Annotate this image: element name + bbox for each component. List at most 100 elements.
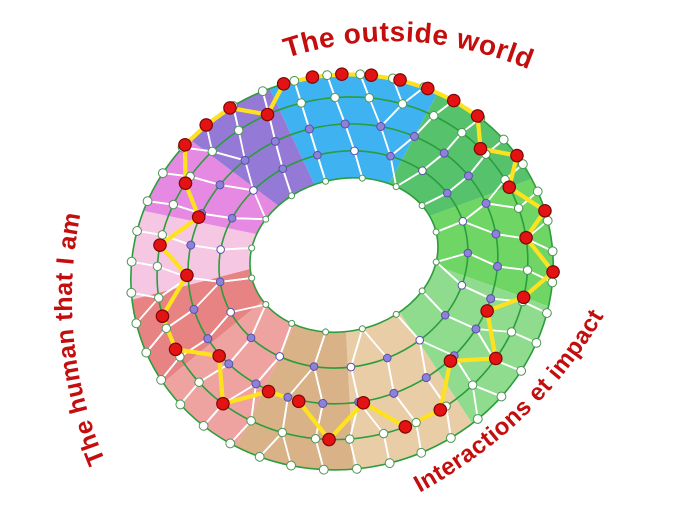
ring-node[interactable]	[350, 146, 359, 156]
ring-node[interactable]	[418, 202, 426, 210]
ring-node[interactable]	[189, 304, 199, 314]
ring-node[interactable]	[309, 362, 319, 371]
ring-node[interactable]	[304, 124, 314, 134]
ring-node[interactable]	[131, 318, 142, 329]
selected-node[interactable]	[420, 81, 435, 96]
ring-node[interactable]	[142, 196, 153, 207]
ring-node[interactable]	[283, 392, 293, 402]
ring-node[interactable]	[445, 433, 457, 444]
ring-node[interactable]	[157, 230, 167, 240]
ring-node[interactable]	[392, 310, 400, 318]
ring-node[interactable]	[246, 333, 256, 343]
ring-node[interactable]	[547, 246, 558, 257]
ring-node[interactable]	[246, 416, 256, 426]
ring-node[interactable]	[322, 177, 330, 185]
ring-node[interactable]	[382, 353, 392, 363]
selected-node[interactable]	[212, 348, 227, 363]
ring-node[interactable]	[207, 146, 217, 157]
ring-node[interactable]	[513, 203, 524, 213]
ring-node[interactable]	[442, 188, 452, 198]
selected-node[interactable]	[305, 70, 320, 85]
ring-node[interactable]	[358, 174, 366, 182]
ring-node[interactable]	[277, 427, 288, 438]
ring-node[interactable]	[215, 180, 225, 190]
selected-node[interactable]	[488, 351, 503, 366]
ring-node[interactable]	[330, 92, 340, 103]
ring-node[interactable]	[249, 186, 258, 195]
ring-node[interactable]	[262, 215, 270, 223]
ring-node[interactable]	[389, 388, 399, 399]
ring-node[interactable]	[415, 335, 425, 345]
selected-node[interactable]	[473, 141, 488, 156]
ring-node[interactable]	[463, 171, 474, 181]
selected-node[interactable]	[537, 203, 552, 218]
ring-node[interactable]	[225, 438, 236, 449]
selected-node[interactable]	[155, 309, 170, 324]
ring-node[interactable]	[194, 377, 204, 387]
ring-node[interactable]	[418, 166, 427, 176]
ring-node[interactable]	[126, 287, 137, 298]
ring-node[interactable]	[161, 323, 172, 334]
ring-node[interactable]	[254, 451, 265, 462]
selected-node[interactable]	[393, 72, 408, 87]
selected-node[interactable]	[398, 419, 413, 434]
selected-node[interactable]	[546, 264, 561, 279]
ring-node[interactable]	[432, 228, 440, 236]
ring-node[interactable]	[340, 119, 350, 129]
selected-node[interactable]	[480, 303, 495, 318]
selected-node[interactable]	[215, 396, 230, 411]
ring-node[interactable]	[364, 93, 374, 103]
ring-node[interactable]	[351, 463, 363, 475]
ring-node[interactable]	[156, 374, 167, 386]
ring-node[interactable]	[132, 226, 143, 237]
ring-node[interactable]	[418, 287, 426, 295]
ring-node[interactable]	[168, 199, 179, 210]
selected-node[interactable]	[178, 176, 193, 191]
ring-node[interactable]	[215, 277, 225, 287]
ring-node[interactable]	[463, 248, 473, 258]
ring-node[interactable]	[531, 337, 542, 349]
sector-salmon[interactable]	[150, 295, 320, 461]
ring-node[interactable]	[203, 334, 213, 344]
sector-tan-light[interactable]	[319, 302, 477, 472]
ring-node[interactable]	[141, 347, 152, 358]
selected-node[interactable]	[260, 107, 275, 122]
selected-node[interactable]	[502, 180, 517, 195]
ring-node[interactable]	[457, 280, 467, 290]
ring-node[interactable]	[154, 293, 164, 303]
ring-node[interactable]	[318, 464, 329, 475]
ring-node[interactable]	[226, 307, 235, 317]
selected-node[interactable]	[364, 68, 379, 83]
sector-purple[interactable]	[183, 84, 318, 223]
ring-node[interactable]	[288, 319, 296, 327]
selected-node[interactable]	[470, 108, 485, 123]
sector-rose[interactable]	[130, 268, 276, 386]
ring-node[interactable]	[386, 151, 395, 161]
ring-node[interactable]	[516, 365, 527, 377]
ring-node[interactable]	[397, 99, 408, 109]
ring-node[interactable]	[355, 69, 366, 80]
ring-node[interactable]	[270, 136, 280, 147]
ring-node[interactable]	[224, 359, 234, 369]
ring-node[interactable]	[432, 258, 440, 266]
ring-node[interactable]	[378, 428, 389, 439]
ring-node[interactable]	[296, 98, 306, 108]
ring-node[interactable]	[421, 373, 431, 383]
ring-node[interactable]	[440, 310, 450, 320]
ring-node[interactable]	[439, 148, 449, 158]
ring-node[interactable]	[481, 198, 491, 208]
ring-node[interactable]	[313, 150, 322, 160]
ring-node[interactable]	[288, 192, 296, 200]
ring-node[interactable]	[532, 186, 543, 197]
ring-node[interactable]	[262, 301, 270, 309]
ring-node[interactable]	[257, 86, 268, 97]
ring-node[interactable]	[286, 460, 297, 471]
ring-node[interactable]	[346, 362, 356, 372]
ring-node[interactable]	[198, 420, 209, 432]
sector-green[interactable]	[371, 76, 535, 224]
ring-node[interactable]	[486, 294, 496, 304]
ring-node[interactable]	[392, 183, 400, 191]
ring-node[interactable]	[251, 379, 261, 389]
selected-node[interactable]	[433, 402, 448, 417]
ring-node[interactable]	[248, 274, 256, 282]
